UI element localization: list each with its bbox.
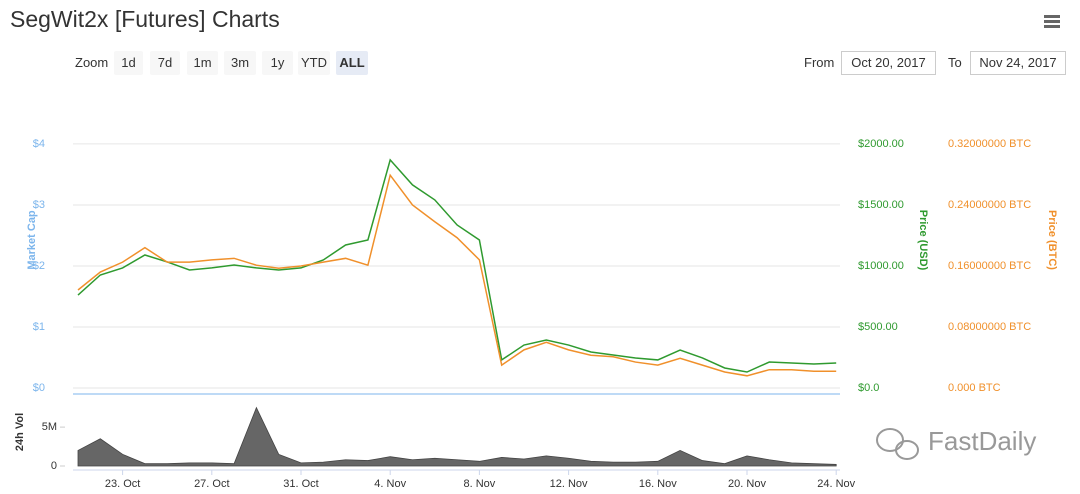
price-line <box>77 173 837 377</box>
y-tick-label: 0 <box>51 460 57 472</box>
y-tick-label: $1000.00 <box>858 260 904 272</box>
y-tick-label: 0.24000000 BTC <box>948 199 1031 211</box>
y-tick-label: $0.0 <box>858 382 879 394</box>
range-button[interactable]: YTD <box>298 51 330 75</box>
price-line <box>77 158 837 373</box>
x-tick-label: 8. Nov <box>464 478 496 490</box>
x-tick-label: 24. Nov <box>817 478 855 490</box>
y-tick-label: $1500.00 <box>858 199 904 211</box>
x-tick-label: 23. Oct <box>105 478 140 490</box>
zoom-label: Zoom <box>75 55 109 70</box>
wechat-icon <box>876 428 919 460</box>
y-tick-label: $2 <box>33 260 45 272</box>
from-label: From <box>804 55 835 70</box>
to-label: To <box>948 55 962 70</box>
menu-button[interactable] <box>1044 15 1060 29</box>
y-tick-label: $2000.00 <box>858 138 904 150</box>
y-tick-label: $0 <box>33 382 45 394</box>
y-tick-label: 0.08000000 BTC <box>948 321 1031 333</box>
y-tick-label: $500.00 <box>858 321 898 333</box>
x-tick-label: 20. Nov <box>728 478 766 490</box>
range-button[interactable]: 3m <box>224 51 256 75</box>
y-axis-title: 24h Vol <box>14 413 26 451</box>
range-button[interactable]: 1y <box>262 51 293 75</box>
range-button[interactable]: 7d <box>150 51 180 75</box>
x-tick-label: 12. Nov <box>550 478 588 490</box>
range-button[interactable]: 1m <box>187 51 218 75</box>
y-tick-label: 5M <box>42 421 57 433</box>
x-tick-label: 27. Oct <box>194 478 229 490</box>
x-tick-label: 4. Nov <box>374 478 406 490</box>
x-tick-label: 16. Nov <box>639 478 677 490</box>
y-tick-label: $4 <box>33 138 45 150</box>
range-button[interactable]: ALL <box>336 51 368 75</box>
y-tick-label: $1 <box>33 321 45 333</box>
y2-axis-title: Price (USD) <box>917 210 929 271</box>
range-button[interactable]: 1d <box>114 51 143 75</box>
volume-area <box>77 406 837 467</box>
y-axis-title: Market Cap <box>26 210 38 270</box>
y-tick-label: 0.16000000 BTC <box>948 260 1031 272</box>
y-tick-label: $3 <box>33 199 45 211</box>
y-tick-label: 0.000 BTC <box>948 382 1001 394</box>
page-title: SegWit2x [Futures] Charts <box>10 6 280 32</box>
y-tick-label: 0.32000000 BTC <box>948 138 1031 150</box>
watermark: FastDaily <box>928 426 1036 456</box>
x-tick-label: 31. Oct <box>283 478 318 490</box>
y3-axis-title: Price (BTC) <box>1046 210 1058 270</box>
from-input[interactable]: Oct 20, 2017 <box>841 51 936 75</box>
to-input[interactable]: Nov 24, 2017 <box>970 51 1066 75</box>
